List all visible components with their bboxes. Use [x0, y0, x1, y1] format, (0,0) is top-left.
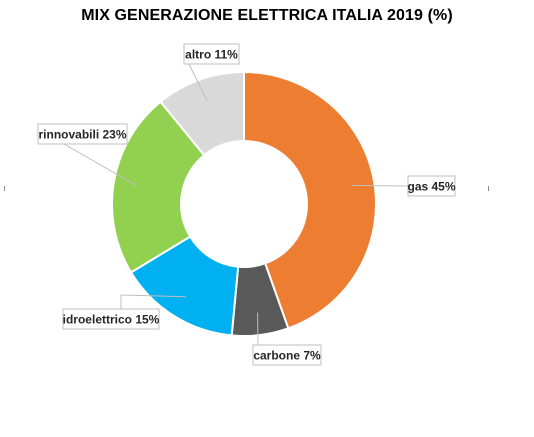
- slice-altro: [159, 70, 245, 157]
- data-label-altro: altro 11%: [183, 43, 240, 65]
- data-label-text: carbone 7%: [253, 349, 321, 363]
- slice-gas: [243, 70, 377, 330]
- data-label-text: gas 45%: [407, 180, 455, 194]
- data-label-box: [252, 344, 322, 366]
- data-label-text: idroelettrico 15%: [63, 313, 160, 327]
- data-label-rinnovabili: rinnovabili 23%: [37, 123, 128, 145]
- data-label-box: [37, 123, 128, 145]
- data-label-gas: gas 45%: [407, 175, 456, 197]
- data-label-carbone: carbone 7%: [252, 344, 322, 366]
- data-label-box: [407, 175, 456, 197]
- data-label-box: [183, 43, 240, 65]
- leader-line-rinnovabili: [63, 143, 137, 186]
- data-label-text: rinnovabili 23%: [38, 128, 126, 142]
- chart-area-left-tick: [4, 186, 5, 191]
- chart-title: MIX GENERAZIONE ELETTRICA ITALIA 2019 (%…: [81, 7, 453, 24]
- leader-line-gas: [351, 184, 409, 187]
- chart-area-right-tick: [488, 186, 489, 191]
- data-label-box: [62, 308, 160, 330]
- data-label-idroelettrico: idroelettrico 15%: [62, 308, 160, 330]
- leader-line-idroelettrico: [120, 294, 186, 309]
- slice-rinnovabili: [111, 100, 206, 274]
- data-label-text: altro 11%: [185, 48, 238, 62]
